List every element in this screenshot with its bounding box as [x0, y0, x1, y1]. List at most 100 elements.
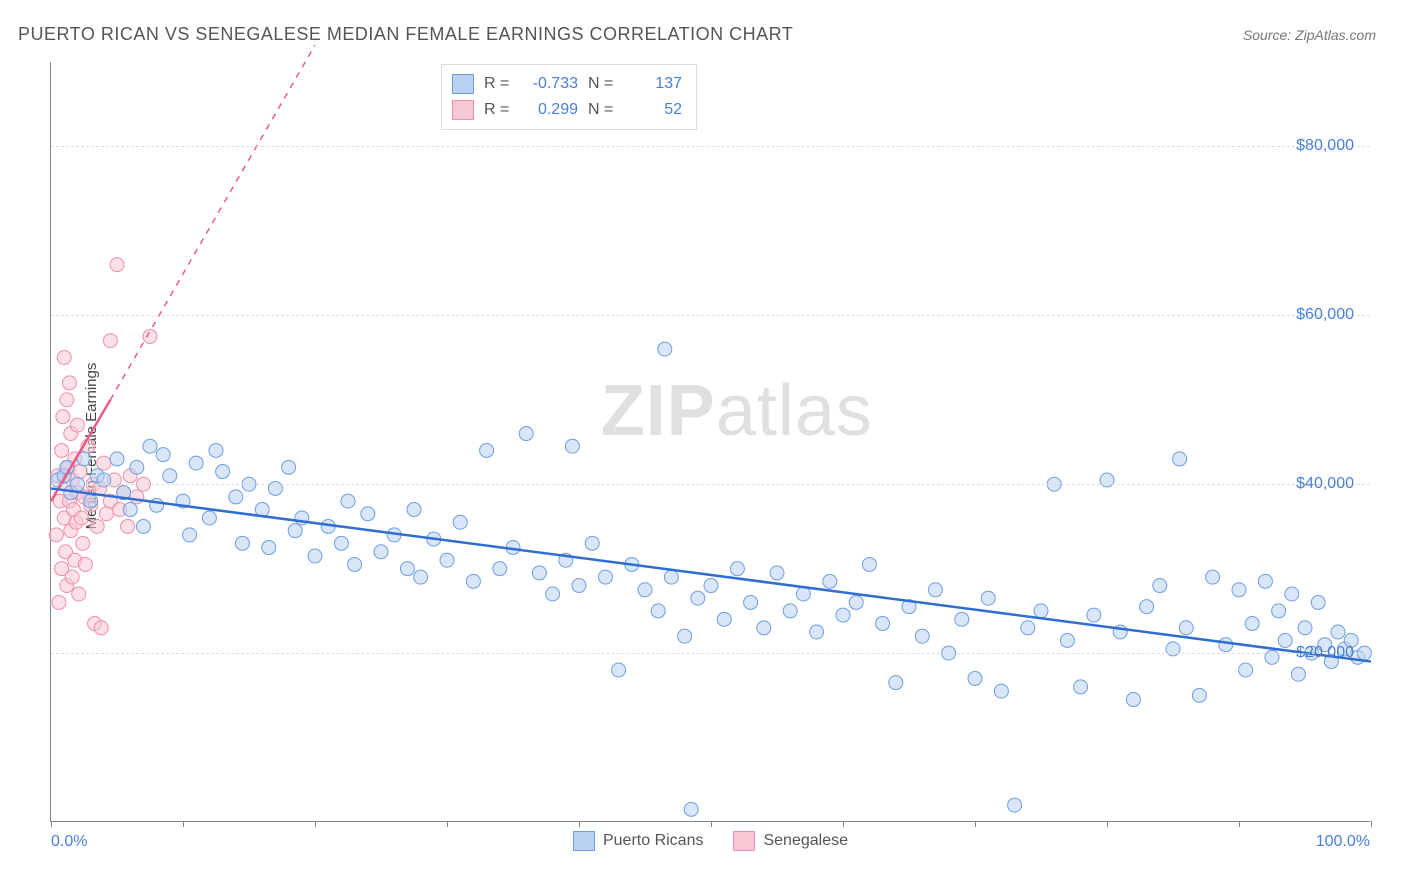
scatter-point-series1 [1291, 667, 1305, 681]
scatter-point-series1 [717, 612, 731, 626]
r-label: R = [484, 97, 512, 123]
scatter-point-series1 [110, 452, 124, 466]
scatter-point-series1 [202, 511, 216, 525]
scatter-point-series1 [493, 562, 507, 576]
gridline [51, 653, 1370, 654]
scatter-point-series1 [823, 574, 837, 588]
scatter-point-series2 [130, 490, 144, 504]
scatter-point-series1 [1060, 633, 1074, 647]
scatter-point-series1 [915, 629, 929, 643]
r-value-series1: -0.733 [522, 71, 578, 97]
scatter-point-series1 [1179, 621, 1193, 635]
legend-label-series2: Senegalese [763, 832, 848, 850]
stats-row-series1: R = -0.733 N = 137 [452, 71, 682, 97]
scatter-point-series1 [1331, 625, 1345, 639]
scatter-point-series2 [70, 418, 84, 432]
scatter-point-series1 [1008, 798, 1022, 812]
scatter-point-series1 [519, 427, 533, 441]
scatter-point-series1 [928, 583, 942, 597]
scatter-point-series2 [56, 410, 70, 424]
bottom-legend: Puerto Ricans Senegalese [51, 831, 1370, 851]
scatter-point-series1 [1021, 621, 1035, 635]
scatter-point-series1 [730, 562, 744, 576]
legend-label-series1: Puerto Ricans [603, 832, 704, 850]
scatter-point-series1 [585, 536, 599, 550]
scatter-point-series1 [532, 566, 546, 580]
x-tick [1371, 821, 1372, 827]
scatter-point-series2 [103, 334, 117, 348]
scatter-point-series1 [981, 591, 995, 605]
y-tick-label: $60,000 [1296, 306, 1354, 324]
scatter-point-series1 [1206, 570, 1220, 584]
scatter-point-series2 [62, 376, 76, 390]
scatter-point-series1 [400, 562, 414, 576]
scatter-point-series1 [1258, 574, 1272, 588]
scatter-point-series1 [638, 583, 652, 597]
scatter-point-series1 [216, 465, 230, 479]
scatter-point-series1 [480, 443, 494, 457]
scatter-point-series1 [209, 443, 223, 457]
scatter-point-series1 [1272, 604, 1286, 618]
trend-line [51, 488, 1371, 661]
scatter-point-series1 [862, 557, 876, 571]
scatter-point-series1 [374, 545, 388, 559]
scatter-point-series2 [55, 443, 69, 457]
x-tick [183, 821, 184, 827]
scatter-point-series2 [90, 519, 104, 533]
scatter-point-series1 [130, 460, 144, 474]
scatter-point-series1 [744, 595, 758, 609]
scatter-point-series1 [572, 579, 586, 593]
scatter-point-series1 [757, 621, 771, 635]
y-tick-label: $40,000 [1296, 475, 1354, 493]
x-tick [843, 821, 844, 827]
scatter-point-series1 [440, 553, 454, 567]
scatter-point-series1 [1074, 680, 1088, 694]
scatter-point-series1 [1153, 579, 1167, 593]
scatter-point-series2 [74, 511, 88, 525]
scatter-point-series1 [229, 490, 243, 504]
scatter-point-series1 [453, 515, 467, 529]
x-tick [579, 821, 580, 827]
scatter-point-series1 [282, 460, 296, 474]
x-tick-label-max: 100.0% [1316, 833, 1370, 851]
n-value-series2: 52 [626, 97, 682, 123]
scatter-point-series1 [968, 671, 982, 685]
scatter-point-series1 [651, 604, 665, 618]
scatter-point-series1 [546, 587, 560, 601]
x-tick [51, 821, 52, 827]
scatter-point-series2 [110, 258, 124, 272]
scatter-point-series1 [678, 629, 692, 643]
scatter-point-series1 [876, 617, 890, 631]
x-tick-label-min: 0.0% [51, 833, 87, 851]
scatter-point-series2 [57, 351, 71, 365]
scatter-point-series1 [889, 676, 903, 690]
scatter-point-series1 [407, 503, 421, 517]
swatch-series2 [733, 831, 755, 851]
scatter-point-series1 [955, 612, 969, 626]
gridline [51, 146, 1370, 147]
scatter-point-series2 [97, 456, 111, 470]
stats-legend-box: R = -0.733 N = 137 R = 0.299 N = 52 [441, 64, 697, 130]
scatter-point-series1 [684, 802, 698, 816]
scatter-point-series1 [1034, 604, 1048, 618]
x-tick [447, 821, 448, 827]
swatch-series1 [452, 74, 474, 94]
x-tick [315, 821, 316, 827]
swatch-series2 [452, 100, 474, 120]
x-tick [1107, 821, 1108, 827]
scatter-point-series1 [691, 591, 705, 605]
scatter-point-series1 [334, 536, 348, 550]
gridline [51, 315, 1370, 316]
chart-svg [51, 62, 1370, 821]
scatter-point-series1 [183, 528, 197, 542]
scatter-point-series2 [52, 595, 66, 609]
scatter-point-series1 [810, 625, 824, 639]
scatter-point-series1 [664, 570, 678, 584]
swatch-series1 [573, 831, 595, 851]
scatter-point-series1 [704, 579, 718, 593]
scatter-point-series1 [1126, 693, 1140, 707]
source-label: Source: ZipAtlas.com [1243, 27, 1376, 43]
scatter-point-series1 [262, 541, 276, 555]
scatter-point-series1 [143, 439, 157, 453]
chart-title: PUERTO RICAN VS SENEGALESE MEDIAN FEMALE… [18, 24, 793, 45]
